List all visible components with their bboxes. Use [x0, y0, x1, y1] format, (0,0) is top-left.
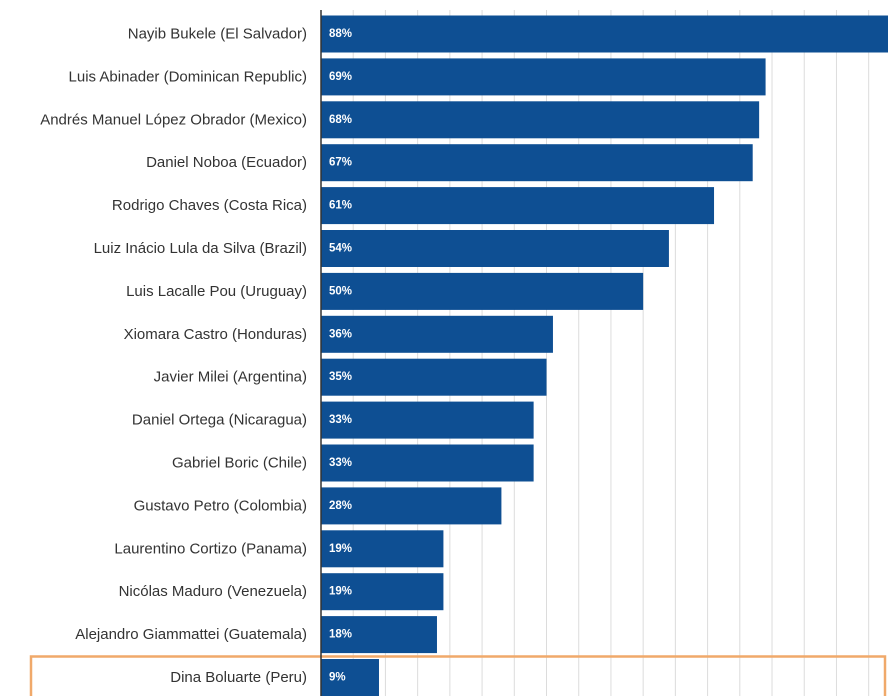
bar	[321, 230, 669, 267]
category-label: Nayib Bukele (El Salvador)	[128, 26, 307, 43]
bar	[321, 530, 444, 568]
value-labels: 88% 69% 68% 67% 61% 54% 50% 36% 35% 33% 33% 28% 19% 1…	[329, 28, 352, 684]
highlight-box-peru	[29, 655, 887, 696]
category-label: Nicólas Maduro (Venezuela)	[119, 583, 307, 600]
value-label: 50%	[329, 285, 352, 297]
value-label: 33%	[329, 457, 352, 469]
bar	[321, 616, 437, 654]
category-label: Luis Lacalle Pou (Uruguay)	[126, 283, 307, 300]
value-label: 9%	[329, 672, 346, 684]
bar	[321, 487, 502, 525]
category-label: Javier Milei (Argentina)	[154, 369, 307, 386]
bar	[321, 144, 753, 182]
bar	[321, 358, 547, 396]
value-label: 18%	[329, 629, 352, 641]
category-label: Daniel Ortega (Nicaragua)	[132, 412, 307, 429]
category-label: Gabriel Boric (Chile)	[172, 455, 307, 472]
value-label: 28%	[329, 500, 352, 512]
value-label: 69%	[329, 71, 352, 83]
category-label: Laurentino Cortizo (Panama)	[114, 540, 307, 557]
value-label: 19%	[329, 543, 352, 555]
bar	[321, 187, 715, 225]
value-label: 19%	[329, 586, 352, 598]
bar	[321, 444, 534, 482]
bar	[321, 101, 760, 139]
category-label: Gustavo Petro (Colombia)	[134, 497, 307, 514]
bar	[321, 573, 444, 611]
category-label: Xiomara Castro (Honduras)	[124, 326, 307, 343]
bar	[321, 272, 644, 310]
value-label: 54%	[329, 243, 352, 255]
category-label: Luis Abinader (Dominican Republic)	[69, 68, 307, 85]
value-label: 35%	[329, 371, 352, 383]
category-labels: Nayib Bukele (El Salvador) Luis Abinader …	[40, 26, 307, 687]
category-label: Daniel Noboa (Ecuador)	[146, 154, 307, 171]
bars	[321, 15, 888, 696]
bar	[321, 15, 888, 53]
value-label: 68%	[329, 114, 352, 126]
value-label: 67%	[329, 157, 352, 169]
value-label: 88%	[329, 28, 352, 40]
bar	[321, 58, 766, 96]
category-label: Andrés Manuel López Obrador (Mexico)	[40, 111, 307, 128]
bar	[321, 401, 534, 439]
category-label: Alejandro Giammattei (Guatemala)	[75, 626, 307, 643]
category-label: Luiz Inácio Lula da Silva (Brazil)	[94, 240, 307, 257]
category-label: Rodrigo Chaves (Costa Rica)	[112, 197, 307, 214]
value-label: 36%	[329, 328, 352, 340]
value-label: 61%	[329, 200, 352, 212]
value-label: 33%	[329, 414, 352, 426]
bar	[321, 315, 553, 353]
bar	[321, 659, 379, 696]
category-label: Dina Boluarte (Peru)	[170, 669, 307, 686]
